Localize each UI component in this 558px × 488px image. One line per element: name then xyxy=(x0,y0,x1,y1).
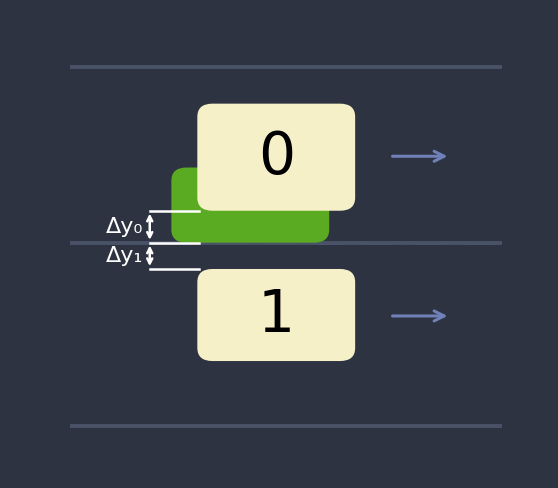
Text: Δy₀: Δy₀ xyxy=(106,217,143,237)
Text: 0: 0 xyxy=(258,129,295,186)
Text: 1: 1 xyxy=(258,286,295,344)
FancyBboxPatch shape xyxy=(198,269,355,361)
FancyBboxPatch shape xyxy=(198,103,355,211)
FancyBboxPatch shape xyxy=(171,167,329,243)
Text: Δy₁: Δy₁ xyxy=(106,246,143,266)
